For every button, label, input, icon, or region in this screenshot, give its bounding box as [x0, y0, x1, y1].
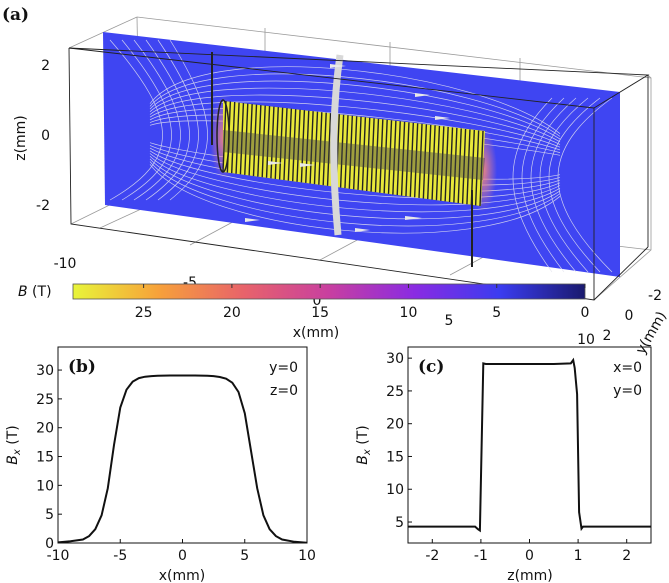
- colorbar-tick-label: 25: [135, 305, 153, 321]
- annotation: y=0: [269, 360, 298, 376]
- panel-c: (c) x=0 y=0 z(mm) Bx (T) -2 -1 0 1 251015202…: [355, 346, 652, 583]
- y-axis-label: Bx (T): [355, 425, 373, 464]
- x-tick: -10: [54, 256, 77, 272]
- y-tick-label: 20: [36, 421, 54, 437]
- y-tick-label: 30: [386, 351, 404, 367]
- series-line: [408, 357, 651, 533]
- y-tick-label: 25: [36, 392, 54, 408]
- current-tube: [330, 54, 344, 236]
- coil-shadow: [223, 130, 485, 180]
- y-tick-label: 25: [386, 384, 404, 400]
- x-tick: 0: [313, 293, 322, 309]
- y-tick: 2: [603, 328, 612, 344]
- y-tick-label: 15: [36, 450, 54, 466]
- coil-end: [216, 99, 230, 173]
- panel-c-label: (c): [418, 357, 444, 377]
- panel-b-label: (b): [68, 357, 96, 377]
- x-tick-label: -5: [113, 548, 127, 564]
- panel-a-label: (a): [2, 5, 29, 25]
- x-tick-label: 1: [574, 548, 583, 564]
- x-tick-label: 10: [298, 548, 316, 564]
- colorbar-tick-label: 20: [223, 305, 241, 321]
- y-tick-label: 5: [395, 515, 404, 531]
- annotation: y=0: [613, 383, 642, 399]
- y-tick-label: 20: [386, 417, 404, 433]
- y-axis-label: Bx (T): [5, 425, 23, 464]
- y-tick: -2: [648, 288, 662, 304]
- z-tick: 0: [41, 128, 50, 144]
- y-tick-label: 30: [36, 363, 54, 379]
- coil-windings: [222, 100, 484, 207]
- x-tick-label: 5: [240, 548, 249, 564]
- z-axis-label: z(mm): [13, 115, 29, 161]
- x-tick: 5: [445, 313, 454, 329]
- x-tick-label: 0: [178, 548, 187, 564]
- colorbar-tick-label: 0: [581, 305, 590, 321]
- x-tick-label: -2: [425, 548, 439, 564]
- z-tick: -2: [36, 198, 50, 214]
- x-axis-label: x(mm): [293, 325, 339, 341]
- annotation: z=0: [270, 383, 298, 399]
- x-axis-label: z(mm): [507, 568, 553, 583]
- colorbar-label: B (T): [18, 284, 52, 300]
- field-lines: [109, 39, 613, 273]
- z-tick: 2: [41, 58, 50, 74]
- y-tick-label: 15: [386, 449, 404, 465]
- x-tick-label: 2: [622, 548, 631, 564]
- x-tick-label: -10: [47, 548, 70, 564]
- y-tick-label: 0: [45, 536, 54, 552]
- colorbar-gradient: [72, 283, 586, 300]
- y-tick-label: 10: [36, 478, 54, 494]
- bounding-box-front: [68, 47, 650, 301]
- y-tick-label: 5: [45, 507, 54, 523]
- colorbar: B (T) 25 20 15 10 5 0: [18, 283, 590, 321]
- x-tick-label: 0: [525, 548, 534, 564]
- colorbar-tick-label: 10: [400, 305, 418, 321]
- colorbar-tick-label: 5: [492, 305, 501, 321]
- x-tick-label: -1: [474, 548, 488, 564]
- x-tick: 10: [577, 332, 595, 348]
- panel-b: (b) y=0 z=0 x(mm) Bx (T) -10 -5 0 5 10 0 5 10 15…: [5, 346, 316, 583]
- y-tick-label: 10: [386, 482, 404, 498]
- annotation: x=0: [613, 360, 642, 376]
- colorbar-tick-label: 15: [311, 305, 329, 321]
- y-tick: 0: [625, 308, 634, 324]
- series-line: [58, 374, 307, 543]
- panel-a: (a): [2, 5, 669, 357]
- field-arrows: [245, 64, 450, 232]
- x-axis-label: x(mm): [159, 568, 205, 583]
